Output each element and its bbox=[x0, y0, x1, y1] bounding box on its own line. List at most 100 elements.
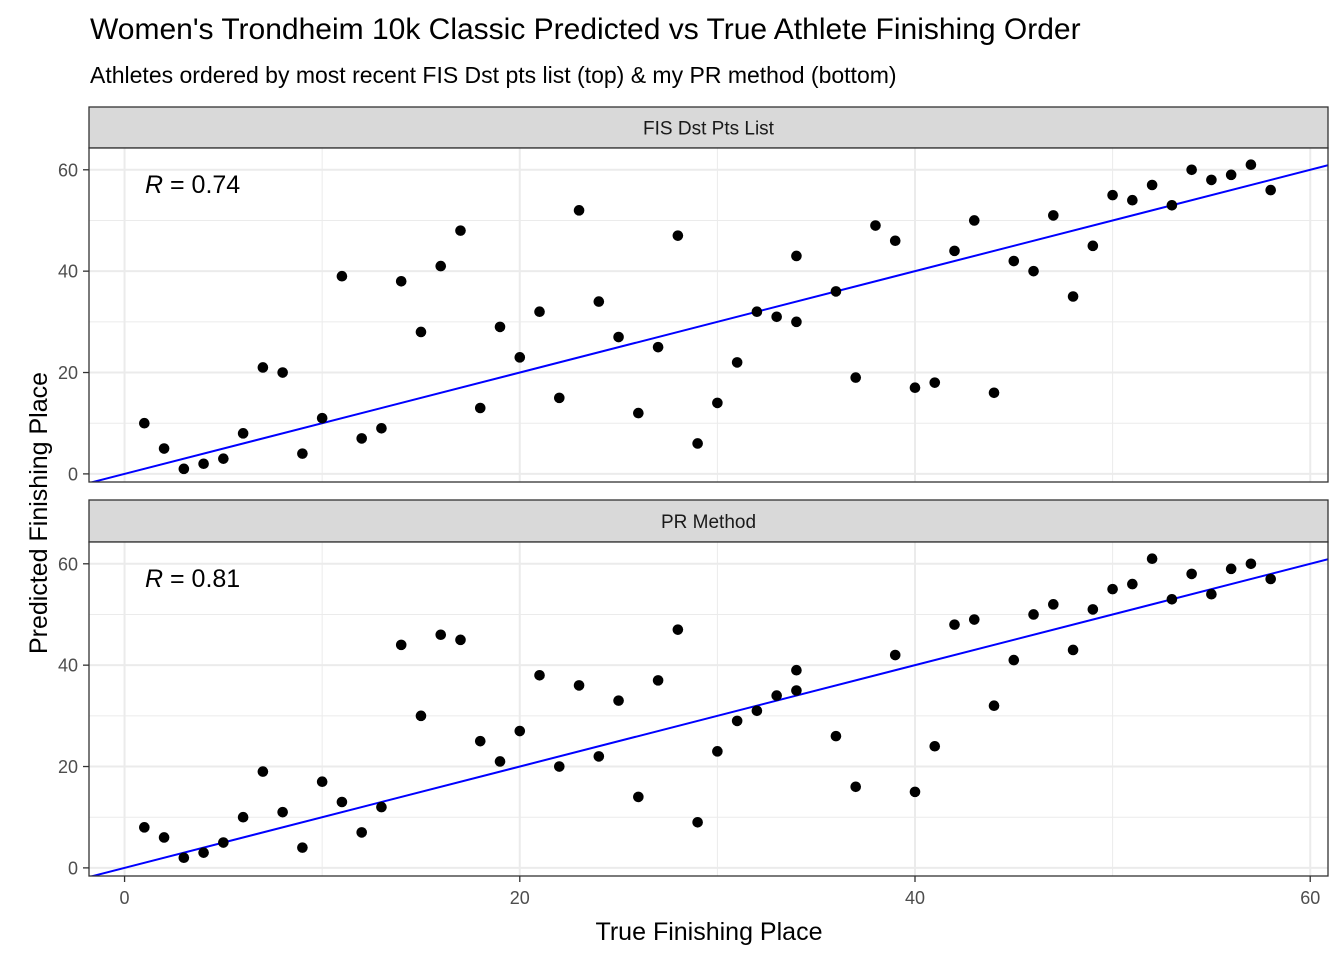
data-point bbox=[830, 730, 842, 742]
data-point bbox=[1146, 179, 1158, 191]
data-point bbox=[1186, 568, 1197, 580]
data-point bbox=[889, 649, 901, 661]
y-tick-label: 0 bbox=[68, 464, 78, 484]
data-point bbox=[237, 811, 249, 823]
data-point bbox=[316, 776, 328, 788]
data-point bbox=[850, 372, 862, 383]
data-point bbox=[494, 321, 506, 333]
data-point bbox=[712, 746, 723, 757]
facet-panels: FIS Dst Pts List 0 20 40 60 R = 0.74 PR Method… bbox=[58, 106, 1329, 908]
data-point bbox=[573, 680, 585, 691]
data-point bbox=[554, 761, 565, 772]
data-point bbox=[791, 685, 802, 696]
data-point bbox=[1127, 578, 1138, 590]
data-point bbox=[613, 695, 624, 706]
data-point bbox=[297, 842, 308, 853]
correlation-value: = 0.81 bbox=[163, 565, 240, 593]
data-point bbox=[988, 700, 1000, 712]
y-tick-label: 40 bbox=[58, 656, 78, 676]
x-axis-label: True Finishing Place bbox=[596, 918, 823, 946]
fit-line bbox=[89, 164, 1328, 482]
data-point bbox=[534, 306, 545, 318]
data-point bbox=[613, 331, 624, 343]
plot-border bbox=[88, 541, 1329, 877]
data-point bbox=[1245, 558, 1257, 570]
facet-strip bbox=[88, 499, 1329, 543]
data-point bbox=[1107, 583, 1118, 595]
data-point bbox=[1008, 255, 1020, 267]
correlation-symbol: R bbox=[145, 171, 163, 199]
data-point bbox=[514, 352, 526, 363]
correlation-symbol: R bbox=[145, 565, 163, 593]
correlation-annotation: R = 0.81 bbox=[145, 565, 240, 593]
data-point bbox=[672, 624, 684, 635]
data-point bbox=[316, 412, 328, 424]
data-point bbox=[1265, 184, 1276, 196]
data-point bbox=[356, 827, 367, 838]
data-point bbox=[692, 816, 703, 828]
data-point bbox=[336, 796, 348, 808]
data-point bbox=[1225, 563, 1237, 575]
data-point bbox=[1107, 189, 1118, 201]
y-tick-label: 40 bbox=[58, 262, 78, 282]
data-point bbox=[1028, 609, 1039, 620]
data-point bbox=[218, 837, 229, 848]
data-point bbox=[889, 235, 901, 247]
data-point bbox=[1048, 210, 1059, 221]
data-point bbox=[1067, 291, 1079, 302]
data-point bbox=[415, 326, 427, 338]
chart-title: Women's Trondheim 10k Classic Predicted … bbox=[90, 13, 1081, 46]
y-tick-label: 20 bbox=[58, 363, 78, 383]
data-point bbox=[593, 751, 605, 762]
data-point bbox=[297, 448, 308, 459]
fit-line bbox=[89, 558, 1328, 876]
data-point bbox=[968, 614, 980, 625]
data-point bbox=[1067, 644, 1079, 656]
data-point bbox=[158, 443, 170, 454]
data-point bbox=[158, 832, 170, 843]
correlation-value: = 0.74 bbox=[163, 171, 240, 199]
data-point bbox=[929, 377, 941, 388]
data-point bbox=[1146, 553, 1158, 565]
data-point bbox=[731, 357, 743, 368]
data-point bbox=[771, 311, 782, 323]
data-point bbox=[791, 250, 802, 262]
y-tick-label: 60 bbox=[58, 160, 78, 180]
data-point bbox=[474, 402, 486, 414]
data-point bbox=[1087, 604, 1099, 615]
data-point bbox=[771, 690, 782, 701]
data-point bbox=[573, 205, 585, 216]
chart-subtitle: Athletes ordered by most recent FIS Dst … bbox=[90, 62, 897, 88]
facet-panel-1: FIS Dst Pts List 0 20 40 60 R = 0.74 bbox=[58, 106, 1329, 484]
data-point bbox=[633, 791, 644, 803]
facet-strip bbox=[88, 106, 1329, 149]
data-point bbox=[830, 286, 842, 297]
data-point bbox=[1245, 159, 1257, 171]
data-point bbox=[139, 822, 150, 833]
data-point bbox=[178, 852, 190, 864]
data-point bbox=[1127, 194, 1138, 206]
data-point bbox=[554, 392, 565, 404]
data-point bbox=[751, 306, 763, 318]
data-point bbox=[870, 220, 881, 231]
data-point bbox=[988, 387, 1000, 399]
data-point bbox=[198, 458, 209, 470]
data-point bbox=[198, 847, 209, 858]
data-point bbox=[692, 438, 703, 449]
data-point bbox=[909, 382, 921, 394]
data-point bbox=[633, 407, 644, 419]
data-point bbox=[949, 245, 960, 257]
data-point bbox=[1008, 654, 1020, 666]
data-point bbox=[376, 422, 387, 434]
x-tick-label: 40 bbox=[905, 888, 925, 908]
data-point bbox=[376, 801, 387, 813]
data-point bbox=[455, 634, 466, 646]
data-point bbox=[1166, 199, 1178, 211]
data-point bbox=[356, 433, 367, 444]
data-point bbox=[731, 715, 743, 727]
x-tick-label: 60 bbox=[1300, 888, 1320, 908]
data-point bbox=[1206, 174, 1217, 186]
data-point bbox=[1225, 169, 1237, 181]
data-point bbox=[1186, 164, 1197, 176]
data-point bbox=[336, 270, 348, 282]
